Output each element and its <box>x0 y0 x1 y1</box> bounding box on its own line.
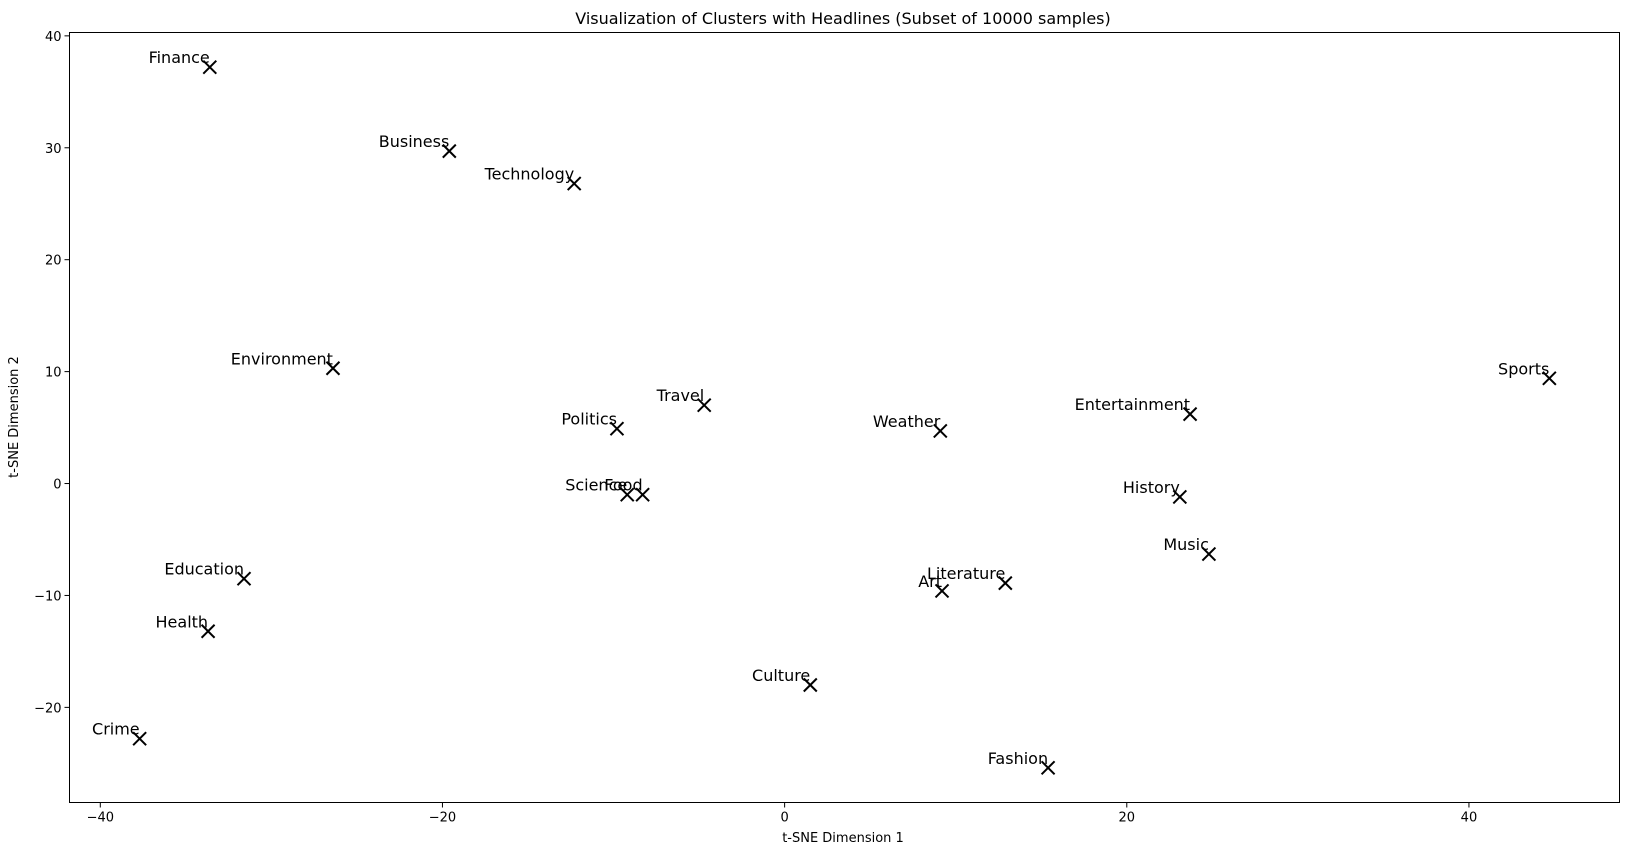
x-marker-stroke <box>609 421 625 436</box>
data-point: Technology <box>484 165 582 191</box>
data-point: History <box>1123 478 1188 505</box>
data-point: Finance <box>149 48 217 75</box>
point-label: Health <box>156 612 209 631</box>
point-label: Music <box>1163 535 1209 554</box>
x-marker-stroke <box>1040 760 1056 776</box>
data-points: Finance Business Technology Environment Trav… <box>92 48 1557 776</box>
point-label: Literature <box>927 564 1005 583</box>
x-marker-stroke <box>934 583 950 599</box>
data-point: Health <box>156 612 216 639</box>
chart-title: Visualization of Clusters with Headlines… <box>575 9 1111 28</box>
data-point: Culture <box>752 666 818 693</box>
x-marker-stroke <box>200 624 216 639</box>
point-label: Weather <box>873 412 941 431</box>
x-marker-stroke <box>1172 489 1188 505</box>
point-label: Fashion <box>988 749 1048 768</box>
x-marker-stroke <box>1201 546 1217 562</box>
x-marker-stroke <box>132 731 147 746</box>
data-point: Fashion <box>988 749 1056 776</box>
x-marker-stroke <box>803 677 818 693</box>
y-tick-label: −10 <box>34 589 61 604</box>
x-marker-stroke <box>933 423 948 439</box>
point-label: Travel <box>656 386 705 405</box>
data-point: Literature <box>927 564 1013 591</box>
data-point: Education <box>164 560 252 586</box>
x-marker-stroke <box>325 361 341 376</box>
point-label: Culture <box>752 666 810 685</box>
data-point: Entertainment <box>1075 395 1198 422</box>
point-label: Art <box>918 572 942 591</box>
data-point: Politics <box>561 410 625 436</box>
data-point: Travel <box>656 386 712 413</box>
x-marker-stroke <box>442 143 457 159</box>
point-label: Entertainment <box>1075 395 1190 414</box>
x-tick-label: −40 <box>87 811 114 826</box>
data-point: Art <box>918 572 950 599</box>
data-point: Sports <box>1498 359 1557 386</box>
y-tick-label: 0 <box>53 478 61 493</box>
data-point: Science <box>565 476 635 502</box>
data-point: Music <box>1163 535 1217 562</box>
point-label: Technology <box>484 165 575 184</box>
x-marker-stroke <box>566 176 582 191</box>
data-point: Weather <box>873 412 948 439</box>
y-tick-label: 10 <box>45 366 62 381</box>
y-axis-label: t-SNE Dimension 2 <box>7 356 22 478</box>
y-tick-label: 30 <box>45 142 62 157</box>
data-point: Food <box>604 476 650 502</box>
point-label: Finance <box>149 48 210 67</box>
x-marker-stroke <box>635 487 650 502</box>
data-point: Crime <box>92 720 147 746</box>
x-marker-stroke <box>998 575 1013 591</box>
x-tick-label: −20 <box>429 811 456 826</box>
point-label: Politics <box>561 410 617 429</box>
point-label: Food <box>604 476 642 495</box>
x-tick-label: 20 <box>1119 811 1136 826</box>
data-point: Business <box>379 132 457 159</box>
x-marker-stroke <box>202 59 217 75</box>
y-tick-label: 40 <box>45 30 62 45</box>
point-label: Sports <box>1498 359 1549 378</box>
x-marker-stroke <box>1542 371 1557 386</box>
point-label: History <box>1123 478 1180 497</box>
x-marker-stroke <box>697 397 712 413</box>
point-label: Science <box>565 476 627 495</box>
x-axis-label: t-SNE Dimension 1 <box>782 831 904 846</box>
y-axis-ticks: −20 −10 0 10 20 30 40 <box>34 30 70 716</box>
y-tick-label: 20 <box>45 254 62 269</box>
x-marker-stroke <box>236 571 252 586</box>
y-tick-label: −20 <box>34 701 61 716</box>
x-axis-ticks: −40 −20 0 20 40 <box>87 802 1478 826</box>
data-point: Environment <box>231 349 341 376</box>
x-tick-label: 40 <box>1461 811 1478 826</box>
plot-frame <box>69 32 1620 803</box>
x-tick-label: 0 <box>780 811 788 826</box>
x-marker-stroke <box>620 487 635 502</box>
x-marker-stroke <box>1182 406 1198 422</box>
point-label: Education <box>164 560 244 579</box>
point-label: Business <box>379 132 450 151</box>
point-label: Crime <box>92 720 140 739</box>
point-label: Environment <box>231 349 333 368</box>
